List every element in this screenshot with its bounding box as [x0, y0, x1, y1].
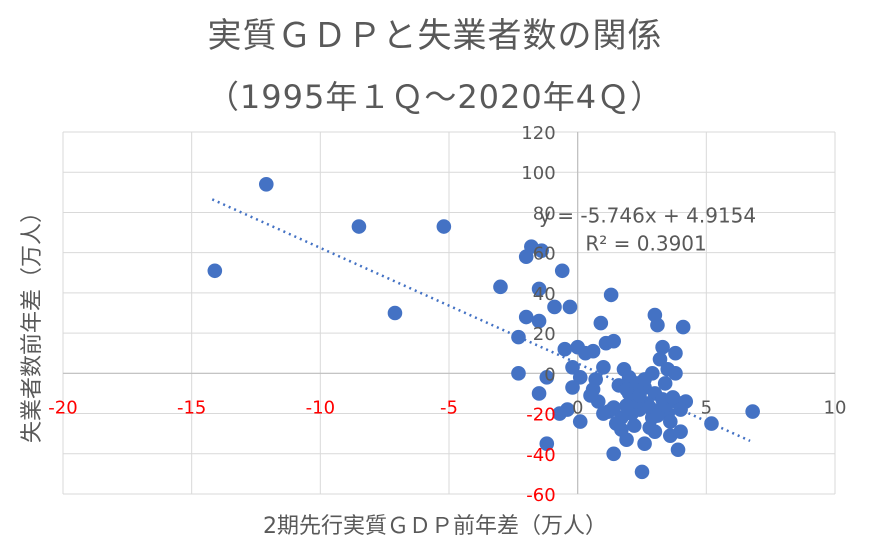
y-tick-label: 120 — [521, 123, 555, 144]
chart-subtitle: （1995年１Ｑ～2020年4Ｑ） — [206, 78, 664, 116]
data-point — [534, 243, 549, 258]
data-point — [603, 287, 619, 303]
data-point — [596, 360, 611, 375]
data-point — [673, 424, 688, 439]
y-axis-label: 失業者数前年差（万人） — [20, 200, 45, 444]
data-point — [606, 333, 621, 349]
data-point — [650, 408, 665, 423]
x-tick-label: 5 — [701, 397, 712, 418]
x-tick-label: 10 — [824, 397, 847, 418]
data-point — [642, 420, 658, 435]
data-point — [387, 305, 403, 321]
data-point — [665, 390, 681, 405]
data-point — [565, 360, 580, 375]
grid-lines — [62, 131, 836, 495]
data-point — [552, 406, 567, 421]
data-point — [593, 315, 609, 331]
trendline-equation: y = -5.746x + 4.9154 — [539, 203, 756, 227]
x-tick-label: -15 — [177, 397, 206, 418]
y-tick-label: 20 — [533, 324, 556, 345]
data-point — [745, 404, 760, 419]
x-axis-label: 2期先行実質ＧＤＰ前年差（万人） — [263, 514, 607, 539]
data-point — [647, 307, 663, 323]
data-point — [531, 386, 547, 401]
data-point — [565, 380, 580, 395]
data-point — [588, 372, 603, 387]
data-point — [557, 341, 573, 357]
data-point — [596, 406, 611, 421]
y-tick-label: 60 — [533, 244, 556, 265]
trendline-annotation: y = -5.746x + 4.9154 R² = 0.3901 — [539, 203, 756, 255]
data-point — [539, 370, 555, 385]
tick-labels: -20 -15 -10 -5 0 5 10 120 100 80 60 40 20 0 -20 -40 -60 — [48, 123, 846, 506]
chart-title: 実質ＧＤＰと失業者数の関係 — [207, 16, 663, 56]
data-point — [637, 436, 652, 452]
data-points — [207, 176, 760, 480]
y-tick-label: -60 — [526, 485, 555, 506]
data-point — [511, 366, 526, 381]
y-tick-label: 80 — [533, 203, 556, 224]
data-point — [626, 418, 642, 433]
data-point — [436, 219, 452, 234]
data-point — [578, 345, 593, 361]
data-point — [351, 219, 367, 234]
y-tick-label: 0 — [544, 364, 555, 385]
y-tick-label: 40 — [533, 284, 556, 305]
data-point — [258, 176, 274, 192]
data-point — [518, 309, 534, 325]
data-point — [634, 464, 650, 480]
data-point — [619, 382, 634, 397]
axes — [63, 132, 835, 494]
x-tick-label: -20 — [48, 397, 77, 418]
data-point — [583, 388, 598, 403]
data-point — [572, 370, 588, 385]
data-point — [652, 351, 668, 367]
data-point — [670, 442, 686, 458]
trendline-group — [211, 198, 751, 443]
data-point — [531, 281, 547, 297]
data-point — [632, 388, 647, 403]
trendline — [211, 198, 751, 443]
data-point — [554, 263, 570, 279]
data-point — [668, 366, 683, 381]
data-point — [511, 329, 526, 345]
data-point — [619, 398, 634, 413]
y-tick-label: -20 — [526, 405, 555, 426]
data-point — [675, 319, 691, 335]
data-point — [655, 339, 670, 355]
x-tick-label: -5 — [440, 397, 458, 418]
data-point — [547, 299, 562, 315]
x-tick-label: 0 — [572, 397, 583, 418]
data-point — [663, 414, 678, 429]
data-point — [606, 446, 621, 462]
data-point — [614, 422, 629, 437]
y-tick-label: -40 — [526, 445, 555, 466]
data-point — [493, 279, 508, 295]
data-point — [637, 372, 652, 387]
data-point — [668, 345, 683, 361]
x-tick-label: -10 — [306, 397, 335, 418]
data-point — [572, 414, 588, 429]
trendline-r-squared: R² = 0.3901 — [585, 232, 706, 256]
data-point — [539, 436, 555, 452]
y-tick-label: 100 — [521, 163, 555, 184]
data-point — [562, 299, 578, 315]
data-point — [673, 402, 688, 417]
data-point — [657, 376, 673, 391]
data-point — [207, 263, 223, 279]
data-point — [531, 313, 547, 329]
